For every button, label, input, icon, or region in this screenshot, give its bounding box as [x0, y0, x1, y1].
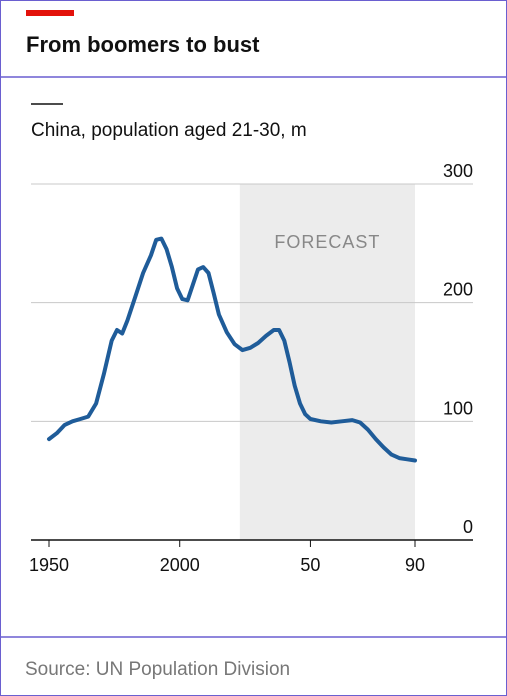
subtitle: China, population aged 21-30, m: [31, 120, 307, 141]
red-tag: [26, 10, 74, 16]
y-tick-label: 300: [443, 161, 473, 181]
chart-title: From boomers to bust: [26, 32, 260, 57]
x-tick-label: 50: [300, 555, 320, 575]
x-tick-label: 1950: [29, 555, 69, 575]
x-tick-label: 2000: [160, 555, 200, 575]
y-tick-label: 200: [443, 280, 473, 300]
x-tick-label: 90: [405, 555, 425, 575]
y-tick-label: 0: [463, 517, 473, 537]
forecast-label: FORECAST: [274, 232, 380, 252]
y-tick-label: 100: [443, 398, 473, 418]
data-line: [47, 236, 417, 463]
source: Source: UN Population Division: [25, 659, 290, 680]
forecast-band: [239, 184, 415, 540]
